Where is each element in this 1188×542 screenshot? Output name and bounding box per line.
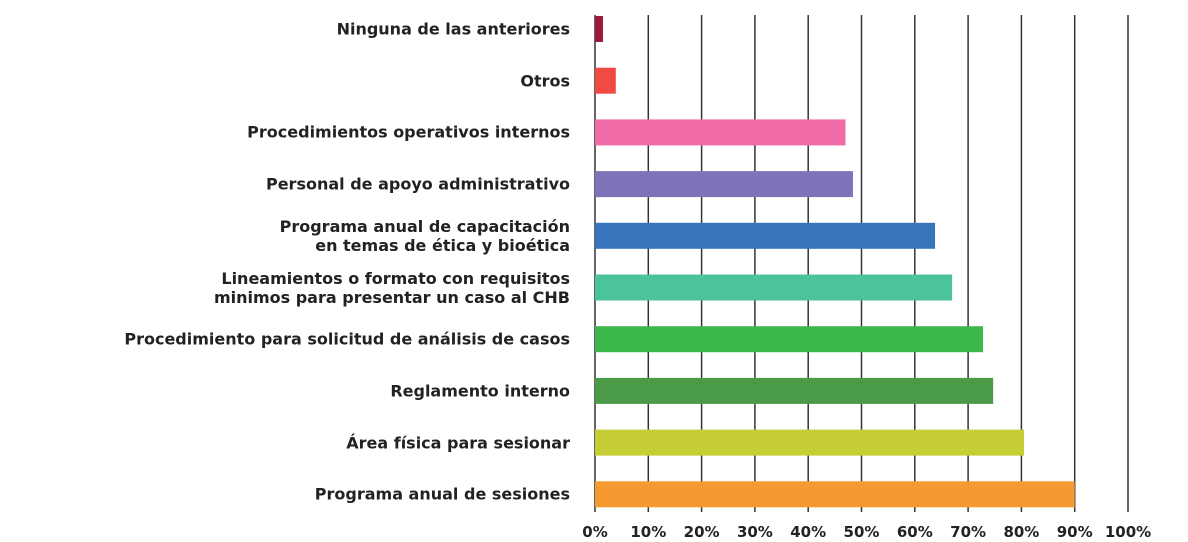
x-tick-label: 80%	[1003, 523, 1040, 541]
bar	[595, 377, 994, 404]
bar	[595, 16, 603, 42]
bar	[595, 67, 616, 94]
category-label: Procedimiento para solicitud de análisis…	[124, 329, 570, 349]
bar	[595, 119, 846, 146]
category-label: Lineamientos o formato con requisitos mi…	[213, 268, 570, 307]
bar	[595, 326, 984, 353]
x-tick-label: 70%	[950, 523, 987, 541]
x-tick-label: 20%	[683, 523, 720, 541]
category-label: Otros	[520, 71, 570, 91]
x-tick-label: 90%	[1056, 523, 1093, 541]
x-tick-label: 50%	[843, 523, 880, 541]
category-label: Programa anual de sesiones	[314, 484, 570, 504]
x-tick-label: 40%	[790, 523, 827, 541]
bar	[595, 481, 1075, 508]
category-label: Programa anual de capacitación en temas …	[279, 216, 570, 255]
bar	[595, 222, 936, 249]
category-label: Procedimientos operativos internos	[247, 122, 570, 142]
category-label: Área física para sesionar	[346, 433, 570, 453]
x-tick-label: 0%	[582, 523, 608, 541]
category-label: Ninguna de las anteriores	[336, 19, 570, 39]
x-tick-label: 10%	[630, 523, 667, 541]
bar	[595, 171, 853, 198]
category-label: Personal de apoyo administrativo	[265, 174, 570, 194]
bar	[595, 274, 953, 301]
bar	[595, 429, 1025, 456]
category-label: Reglamento interno	[390, 381, 570, 401]
x-tick-label: 100%	[1104, 523, 1152, 541]
x-tick-label: 30%	[736, 523, 773, 541]
x-tick-label: 60%	[896, 523, 933, 541]
